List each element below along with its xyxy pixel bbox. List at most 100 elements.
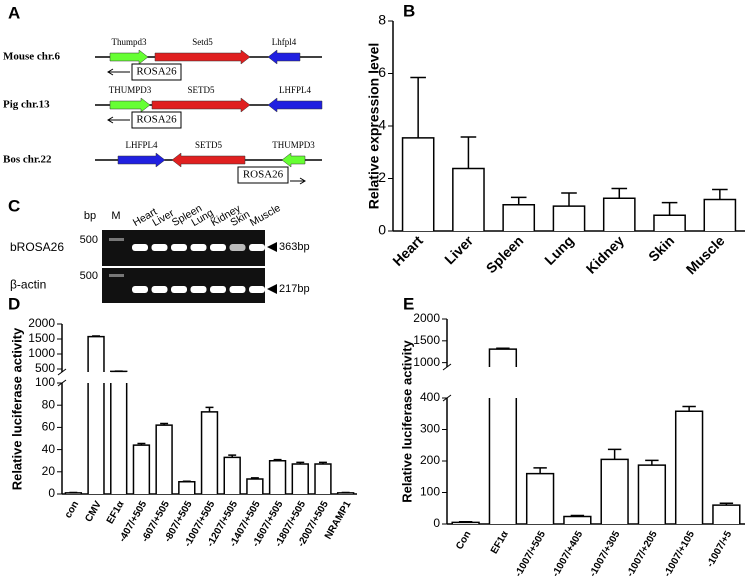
gel-band [171,244,187,251]
bar-fill [675,411,703,524]
gel-band [210,244,226,251]
error-bar [273,458,282,461]
gene-label: THUMPD3 [109,85,152,95]
axis-break [57,368,67,376]
panel-label: C [8,196,20,215]
gel-band [132,286,148,293]
panel-label: B [403,1,415,20]
bar-fill [563,516,591,524]
error-bar [318,461,327,465]
bar-fill [526,473,554,524]
locus-box [131,63,182,81]
gel-band [132,244,148,251]
gel-band [229,286,246,293]
y-tick-label: 2000 [413,311,440,325]
gene-label: SETD5 [195,140,223,150]
error-bar [496,347,510,350]
band-arrow [267,242,277,252]
y-tick-label: 6 [378,64,386,80]
error-bar [137,442,146,446]
panel-label: D [8,294,20,313]
marker-label: M [111,210,120,222]
error-bar [561,192,577,207]
locus-box [131,111,182,129]
axis-break [442,363,452,371]
y-tick-label: 0 [378,222,386,238]
gene-arrow [117,152,166,168]
bar-fill [553,206,585,231]
error-bar [182,480,191,482]
bar-fill [653,215,686,231]
bar [602,197,636,231]
y-tick-label: 100 [35,375,55,389]
gene-label: Thumpd3 [112,37,147,47]
locus-label: ROSA26 [136,114,177,126]
gene-label: LHFPL4 [279,85,312,95]
gene-arrow [154,49,251,65]
bar-fill [603,198,635,231]
chromosome-name: Bos chr.22 [3,154,52,166]
y-tick-label: 8 [378,12,386,28]
locus-arrow-head [299,177,306,185]
y-tick-label: 0 [433,516,440,530]
error-bar [611,187,628,199]
marker-size: 500 [80,234,98,246]
error-bar [410,76,426,138]
y-tick-label: 2000 [28,316,55,330]
error-bar [205,406,214,412]
bar-fill [402,137,434,231]
y-tick-label: 400 [420,390,440,404]
locus-arrow-head [107,116,114,124]
gel-image [102,268,265,303]
bar-fill [638,465,666,524]
chromosome-name: Pig chr.13 [3,99,50,111]
bar-fill [452,522,480,524]
gel-band [171,286,187,293]
y-axis-label: Relative luciferase activity [9,327,24,490]
gel-band [249,244,265,251]
gene-arrow [151,97,251,113]
gene-label: Lhfpl4 [272,37,297,47]
y-tick-label: 200 [420,453,440,467]
y-tick-label: 500 [35,361,55,375]
error-bar [460,136,477,169]
bar-fill [601,459,629,524]
gel-band [190,286,207,293]
chromosome-name: Mouse chr.6 [3,51,61,63]
bar-fill [224,457,241,494]
gene-arrow [281,152,306,168]
bar-fill [269,460,286,494]
panel-label: A [8,3,20,22]
row-name: bROSA26 [10,240,64,254]
locus-arrow-head [107,68,114,76]
y-tick-label: 20 [42,464,56,478]
error-bar [160,422,169,426]
error-bar [296,461,305,465]
bar-fill [246,479,263,494]
band-size: 217bp [279,283,310,295]
bar-fill [178,481,195,494]
size-unit: bp [84,210,96,222]
y-axis-label: Relative luciferase activity [399,339,414,502]
gene-arrow [109,49,149,65]
gene-label: THUMPD3 [272,140,315,150]
band-arrow [267,284,277,294]
bar-fill [503,204,535,231]
locus-label: ROSA26 [136,66,177,78]
y-tick-label: 1000 [413,355,440,369]
y-axis-label: Relative expression level [366,43,382,210]
bar-fill [88,383,104,494]
gene-label: Setd5 [192,37,213,47]
bar-fill [315,464,331,494]
bar-fill [704,199,736,231]
error-bar [645,459,659,466]
panel-label: E [403,294,414,313]
gene-arrow [109,97,151,113]
bar-fill [133,445,150,494]
y-tick-label: 2 [378,169,386,185]
marker-band [109,238,124,241]
bar-fill [292,464,309,494]
error-bar [250,477,259,480]
error-bar [92,335,101,337]
bar-fill [489,398,517,524]
